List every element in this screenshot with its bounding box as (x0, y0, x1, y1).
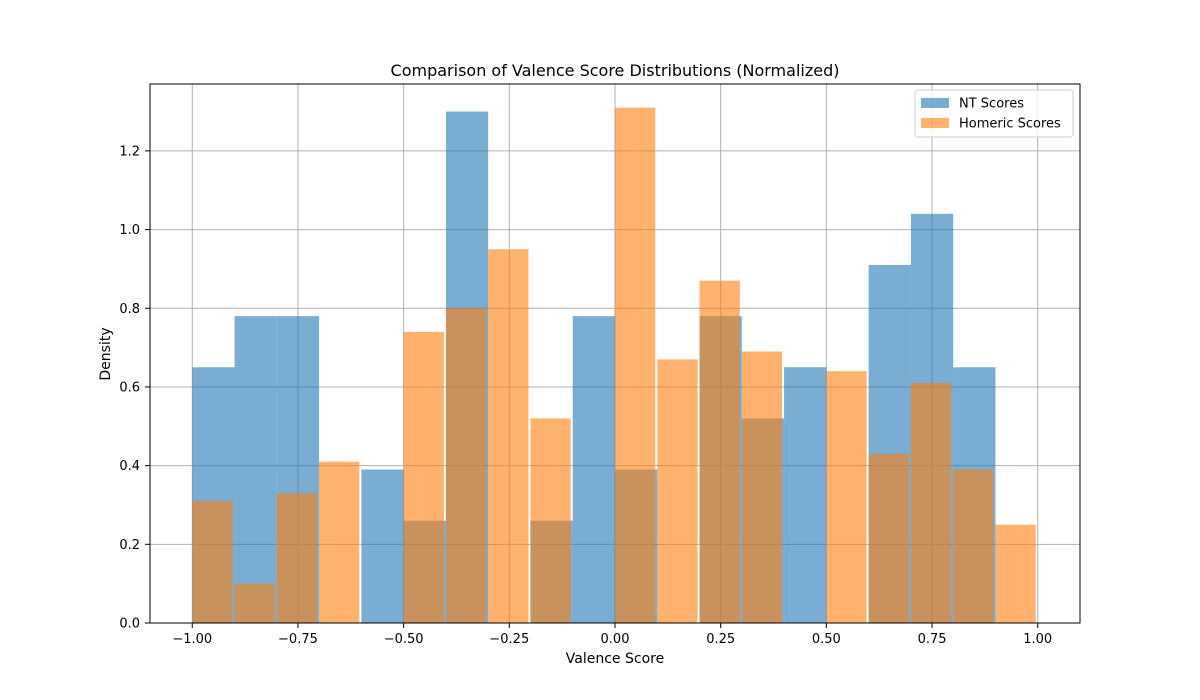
histogram-bar (530, 418, 571, 623)
histogram-bar (572, 316, 615, 623)
histogram-bar (826, 371, 867, 623)
y-tick-label: 0.8 (119, 302, 140, 317)
legend-swatch (921, 98, 949, 108)
chart-title: Comparison of Valence Score Distribution… (391, 61, 840, 80)
x-tick-label: −0.75 (278, 632, 318, 647)
histogram-bar (319, 461, 360, 623)
x-tick-label: −1.00 (172, 632, 212, 647)
x-tick-label: 0.00 (601, 632, 630, 647)
y-tick-label: 1.2 (119, 144, 140, 159)
bars-layer (192, 107, 1036, 624)
histogram-bar (361, 469, 404, 623)
histogram-bar (615, 107, 656, 624)
y-axis-label: Density (98, 327, 114, 380)
legend: NT Scores Homeric Scores (914, 89, 1074, 138)
histogram-bar (403, 331, 444, 623)
histogram-bar (488, 249, 529, 623)
histogram-bar (784, 367, 827, 623)
y-tick-label: 0.0 (119, 617, 140, 632)
legend-swatch (921, 118, 949, 128)
histogram-bar (995, 524, 1036, 623)
x-tick-label: −0.25 (489, 632, 529, 647)
histogram-bar (234, 583, 275, 623)
histogram-bar (699, 280, 740, 623)
histogram-bar (192, 501, 233, 623)
x-tick-label: 0.75 (918, 632, 947, 647)
histogram-bar (741, 351, 783, 623)
series-homeric-scores (192, 107, 1036, 624)
histogram-bar (910, 383, 952, 623)
x-tick-label: 0.50 (812, 632, 841, 647)
y-tick-label: 0.6 (119, 380, 140, 395)
histogram-bar (445, 308, 487, 623)
y-tick-label: 0.4 (119, 459, 140, 474)
legend-label: NT Scores (959, 97, 1024, 112)
legend-box (914, 89, 1074, 138)
x-axis-label: Valence Score (566, 651, 664, 667)
histogram-bar (657, 359, 698, 623)
axes-layer: −1.00 −0.75 −0.50 −0.25 0.00 0.25 0.50 0.75 1.00… (119, 83, 1081, 647)
x-tick-label: 0.25 (706, 632, 735, 647)
histogram-bar (868, 453, 909, 623)
y-tick-label: 0.2 (119, 538, 140, 553)
x-tick-label: 1.00 (1023, 632, 1052, 647)
y-tick-label: 1.0 (119, 223, 140, 238)
histogram-bar (234, 316, 277, 623)
legend-label: Homeric Scores (959, 117, 1061, 132)
x-tick-label: −0.50 (384, 632, 424, 647)
histogram-bar (276, 493, 318, 623)
histogram-bar (953, 469, 994, 623)
